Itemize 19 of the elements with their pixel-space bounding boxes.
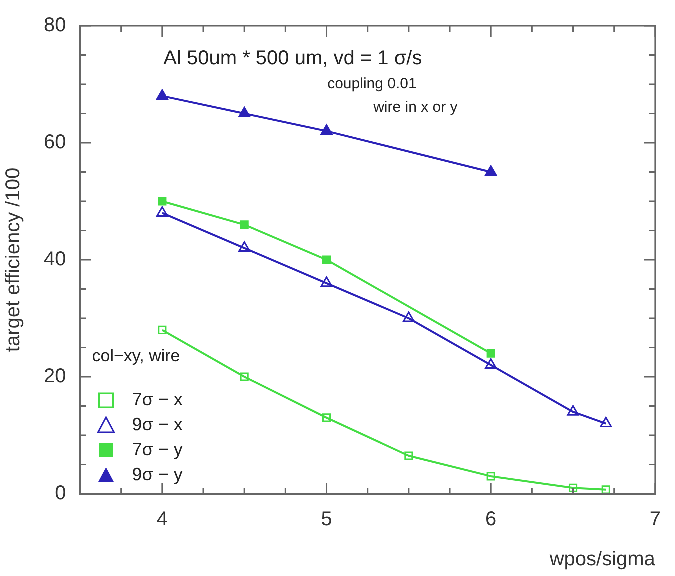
annotation: coupling 0.01 bbox=[328, 76, 417, 93]
legend-label: 9σ − y bbox=[132, 464, 183, 484]
y-tick-label: 80 bbox=[44, 14, 66, 37]
annotation: Al 50um * 500 um, vd = 1 σ/s bbox=[164, 47, 422, 70]
y-tick-label: 20 bbox=[44, 366, 66, 388]
x-tick-label: 5 bbox=[321, 508, 332, 531]
legend-title: col−xy, wire bbox=[92, 346, 180, 366]
x-tick-label: 7 bbox=[650, 508, 661, 531]
y-tick-label: 40 bbox=[44, 248, 66, 271]
x-axis-title: wpos/sigma bbox=[548, 548, 656, 571]
legend-label: 7σ − x bbox=[132, 389, 183, 410]
y-tick-label: 0 bbox=[55, 482, 66, 505]
annotation: wire in x or y bbox=[372, 99, 458, 116]
x-tick-label: 4 bbox=[156, 508, 168, 531]
x-tick-label: 6 bbox=[486, 508, 497, 531]
legend-label: 7σ − y bbox=[132, 439, 183, 460]
y-tick-label: 60 bbox=[44, 132, 66, 154]
legend-label: 9σ − x bbox=[132, 414, 183, 434]
y-axis-title: target efficiency /100 bbox=[2, 168, 25, 352]
